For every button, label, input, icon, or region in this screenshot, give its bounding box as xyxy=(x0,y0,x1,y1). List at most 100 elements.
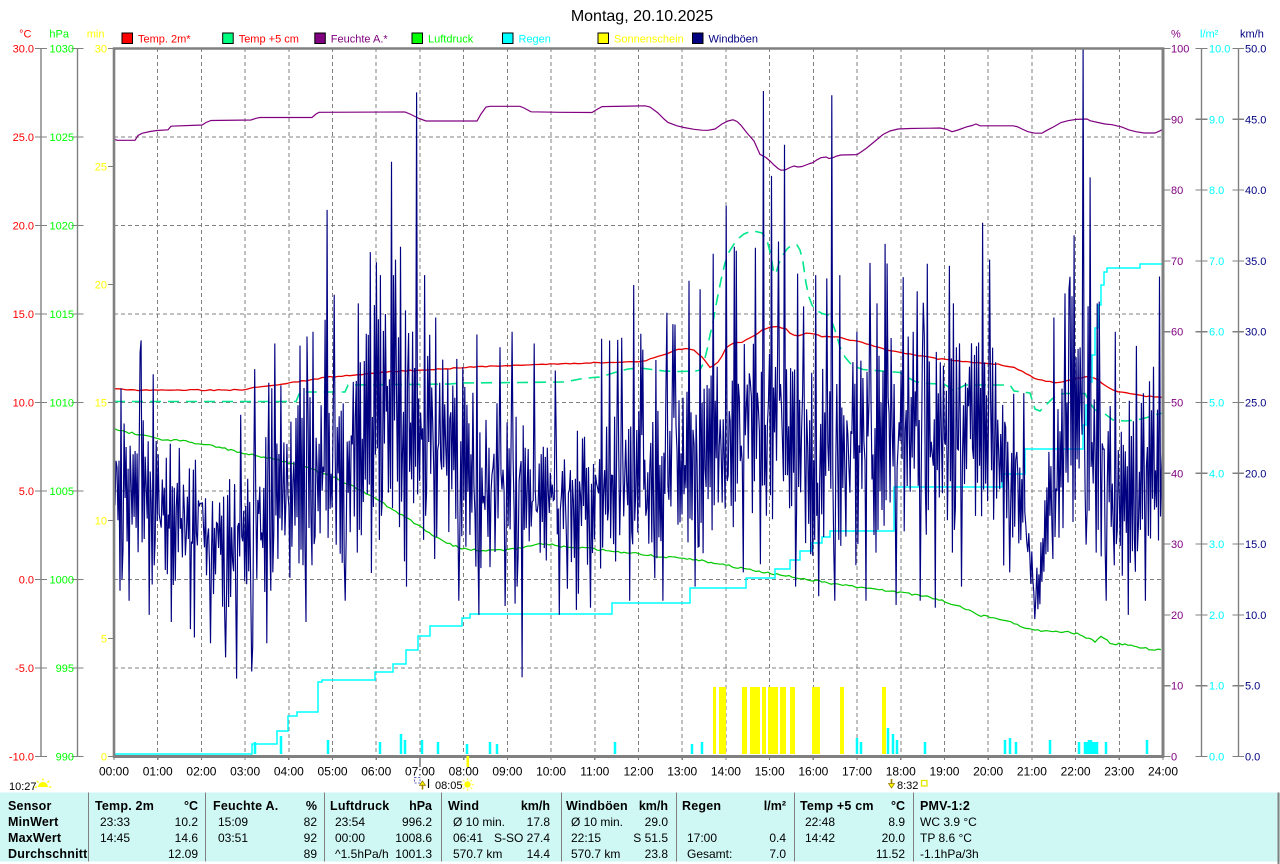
svg-text:0.0: 0.0 xyxy=(1245,752,1260,764)
svg-text:60: 60 xyxy=(1171,327,1183,339)
svg-text:35.0: 35.0 xyxy=(1245,256,1266,268)
svg-text:23:54: 23:54 xyxy=(335,815,365,829)
svg-text:MaxWert: MaxWert xyxy=(8,831,62,845)
svg-text:15: 15 xyxy=(95,398,107,410)
svg-text:570.7 km: 570.7 km xyxy=(453,847,502,861)
svg-text:TP 8.6 °C: TP 8.6 °C xyxy=(920,831,972,845)
svg-text:l/m²: l/m² xyxy=(764,799,786,813)
svg-text:23.8: 23.8 xyxy=(645,847,669,861)
svg-text:08:05: 08:05 xyxy=(435,780,463,792)
svg-text:hPa: hPa xyxy=(49,29,69,41)
svg-text:14:42: 14:42 xyxy=(805,831,835,845)
svg-text:-10.0: -10.0 xyxy=(9,752,34,764)
svg-text:70: 70 xyxy=(1171,256,1183,268)
svg-text:25.0: 25.0 xyxy=(13,132,34,144)
svg-text:Temp. 2m*: Temp. 2m* xyxy=(138,34,191,46)
svg-text:Luftdruck: Luftdruck xyxy=(428,34,474,46)
svg-text:30.0: 30.0 xyxy=(13,44,34,56)
svg-text:00:00: 00:00 xyxy=(99,765,129,779)
svg-text:23:33: 23:33 xyxy=(100,815,130,829)
svg-text:10.0: 10.0 xyxy=(1209,44,1230,56)
svg-text:°C: °C xyxy=(19,29,31,41)
svg-text:82: 82 xyxy=(304,815,318,829)
svg-text:km/h: km/h xyxy=(521,799,550,813)
svg-text:S 51.5: S 51.5 xyxy=(633,831,668,845)
svg-text:02:00: 02:00 xyxy=(186,765,216,779)
svg-text:01:00: 01:00 xyxy=(143,765,173,779)
svg-text:22:48: 22:48 xyxy=(805,815,835,829)
svg-text:30: 30 xyxy=(1171,539,1183,551)
svg-text:0.4: 0.4 xyxy=(769,831,786,845)
svg-text:8.0: 8.0 xyxy=(1209,185,1224,197)
svg-text:km/h: km/h xyxy=(1240,29,1264,41)
svg-text:11:00: 11:00 xyxy=(580,765,609,779)
svg-text:20.0: 20.0 xyxy=(1245,468,1266,480)
svg-text:24:00: 24:00 xyxy=(1148,765,1178,779)
svg-text:^1.5hPa/h: ^1.5hPa/h xyxy=(335,847,389,861)
svg-text:8.9: 8.9 xyxy=(888,815,905,829)
svg-text:1030: 1030 xyxy=(50,44,74,56)
svg-text:12.09: 12.09 xyxy=(168,847,198,861)
svg-text:17:00: 17:00 xyxy=(842,765,872,779)
svg-text:40.0: 40.0 xyxy=(1245,185,1266,197)
svg-text:07:00: 07:00 xyxy=(405,765,435,779)
svg-text:90: 90 xyxy=(1171,114,1183,126)
svg-text:10.0: 10.0 xyxy=(13,398,34,410)
svg-text:09:00: 09:00 xyxy=(492,765,522,779)
svg-text:1001.3: 1001.3 xyxy=(395,847,432,861)
svg-text:Luftdruck: Luftdruck xyxy=(330,799,389,813)
svg-text:05:00: 05:00 xyxy=(318,765,348,779)
svg-text:1015: 1015 xyxy=(50,309,74,321)
svg-text:10:27: 10:27 xyxy=(9,781,37,793)
svg-text:21:00: 21:00 xyxy=(1017,765,1047,779)
svg-text:0.0: 0.0 xyxy=(1209,752,1224,764)
svg-text:3.0: 3.0 xyxy=(1209,539,1224,551)
svg-text:80: 80 xyxy=(1171,185,1183,197)
svg-text:06:00: 06:00 xyxy=(361,765,391,779)
svg-text:5.0: 5.0 xyxy=(1209,398,1224,410)
svg-text:50: 50 xyxy=(1171,398,1183,410)
svg-text:-5.0: -5.0 xyxy=(15,663,34,675)
svg-text:25: 25 xyxy=(95,162,107,174)
svg-text:92: 92 xyxy=(304,831,318,845)
svg-text:6.0: 6.0 xyxy=(1209,327,1224,339)
svg-text:17:00: 17:00 xyxy=(687,831,717,845)
svg-text:10:00: 10:00 xyxy=(536,765,566,779)
svg-text:06:41: 06:41 xyxy=(453,831,483,845)
svg-text:10: 10 xyxy=(1171,681,1183,693)
svg-text:10: 10 xyxy=(95,516,107,528)
svg-text:20: 20 xyxy=(1171,610,1183,622)
svg-text:5: 5 xyxy=(101,634,107,646)
svg-text:20: 20 xyxy=(95,280,107,292)
svg-text:18:00: 18:00 xyxy=(886,765,916,779)
svg-text:Temp +5 cm: Temp +5 cm xyxy=(239,34,299,46)
svg-text:14:00: 14:00 xyxy=(711,765,741,779)
svg-text:Gesamt:: Gesamt: xyxy=(687,847,732,861)
svg-text:15:00: 15:00 xyxy=(755,765,785,779)
svg-text:1010: 1010 xyxy=(50,398,74,410)
svg-text:%: % xyxy=(1171,29,1181,41)
svg-text:Temp. 2m: Temp. 2m xyxy=(95,799,154,813)
svg-text:10.2: 10.2 xyxy=(175,815,199,829)
svg-text:03:51: 03:51 xyxy=(218,831,248,845)
svg-text:Feuchte A.*: Feuchte A.* xyxy=(331,34,389,46)
svg-text:min: min xyxy=(87,29,105,41)
svg-text:12:00: 12:00 xyxy=(623,765,653,779)
svg-text:S-SO 27.4: S-SO 27.4 xyxy=(494,831,550,845)
svg-text:l/m²: l/m² xyxy=(1200,29,1219,41)
svg-text:570.7 km: 570.7 km xyxy=(571,847,620,861)
svg-text:9.0: 9.0 xyxy=(1209,114,1224,126)
svg-text:0.0: 0.0 xyxy=(19,575,34,587)
svg-text:15:09: 15:09 xyxy=(218,815,248,829)
svg-text:30: 30 xyxy=(95,44,107,56)
svg-text:hPa: hPa xyxy=(409,799,433,813)
svg-text:996.2: 996.2 xyxy=(402,815,432,829)
svg-text:100: 100 xyxy=(1171,44,1189,56)
svg-text:%: % xyxy=(306,799,317,813)
svg-text:5.0: 5.0 xyxy=(1245,681,1260,693)
svg-text:15.0: 15.0 xyxy=(13,309,34,321)
svg-text:2.0: 2.0 xyxy=(1209,610,1224,622)
svg-text:08:00: 08:00 xyxy=(449,765,479,779)
svg-text:20:00: 20:00 xyxy=(973,765,1003,779)
svg-text:03:00: 03:00 xyxy=(230,765,260,779)
